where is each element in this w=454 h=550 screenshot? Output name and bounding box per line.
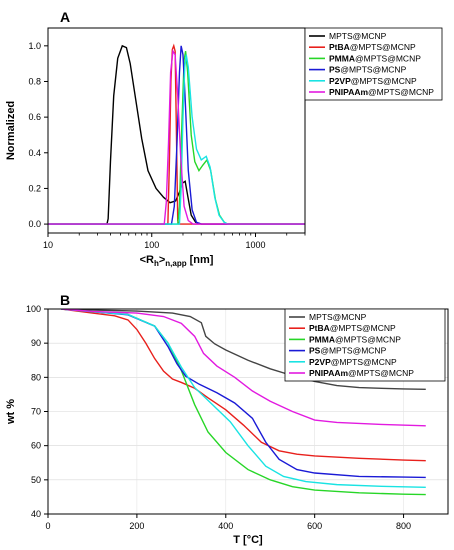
y-tick-label: 0.0 <box>28 219 41 229</box>
x-tick-label: 600 <box>307 521 322 531</box>
legend-label-1: PtBA@MPTS@MCNP <box>329 42 416 52</box>
y-tick-label: 0.2 <box>28 183 41 193</box>
y-tick-label: 1.0 <box>28 41 41 51</box>
legend-label-rest: @MPTS@MCNP <box>335 334 401 344</box>
legend-label-rest: @MPTS@MCNP <box>331 357 397 367</box>
y-tick-label: 50 <box>31 475 41 485</box>
y-axis-title: Normalized <box>5 101 17 160</box>
legend-label-rest: @MPTS@MCNP <box>351 76 417 86</box>
x-tick-label: 200 <box>129 521 144 531</box>
y-tick-label: 0.6 <box>28 112 41 122</box>
x-axis-title-sup: n,app <box>165 259 186 268</box>
x-axis-title-unit: [nm] <box>190 254 214 266</box>
legend-label-4: P2VP@MPTS@MCNP <box>329 76 417 86</box>
panel-letter: A <box>60 9 70 25</box>
legend-label-bold: PNIPAAm <box>309 368 348 378</box>
legend-label-2: PMMA@MPTS@MCNP <box>329 53 421 63</box>
legend-label-bold: PNIPAAm <box>329 87 368 97</box>
legend-label-5: PNIPAAm@MPTS@MCNP <box>329 87 434 97</box>
legend-box <box>304 27 443 101</box>
legend-label-bold: PMMA <box>309 334 335 344</box>
y-tick-label: 40 <box>31 509 41 519</box>
legend-label-rest: @MPTS@MCNP <box>348 368 414 378</box>
legend-label-rest: @MPTS@MCNP <box>330 323 396 333</box>
y-tick-label: 100 <box>26 304 41 314</box>
series-line-4 <box>48 54 305 225</box>
legend-label-bold: PMMA <box>329 53 355 63</box>
x-axis-title: <Rh>n,app [nm] <box>140 254 214 268</box>
legend-label-rest: @MPTS@MCNP <box>350 42 416 52</box>
x-tick-label: 0 <box>45 521 50 531</box>
x-axis-title-gt: > <box>159 254 165 266</box>
legend-label-bold: P2VP <box>329 76 351 86</box>
y-axis-title: wt % <box>5 399 17 425</box>
legend-label-4: P2VP@MPTS@MCNP <box>309 357 397 367</box>
legend-label-rest: @MPTS@MCNP <box>340 65 406 75</box>
legend-label-rest: @MPTS@MCNP <box>320 346 386 356</box>
legend-label-3: PS@MPTS@MCNP <box>329 65 407 75</box>
series-line-5 <box>61 309 426 427</box>
legend-box <box>284 308 446 382</box>
series-line-0 <box>61 309 426 390</box>
legend-label-bold: PtBA <box>329 42 350 52</box>
series-line-3 <box>48 45 305 225</box>
x-tick-label: 10 <box>43 240 53 250</box>
x-axis-title: T [°C] <box>233 534 263 546</box>
legend-label-rest: MPTS@MCNP <box>329 31 387 41</box>
legend-label-bold: PS <box>309 346 321 356</box>
panel-a-chart: A 0.0 0.2 0.4 0.6 0.8 1.0 10 100 1000 Normalized <R… <box>5 9 443 268</box>
y-tick-label: 70 <box>31 407 41 417</box>
legend-label-1: PtBA@MPTS@MCNP <box>309 323 396 333</box>
legend-label-0: MPTS@MCNP <box>329 31 387 41</box>
legend-label-bold: PS <box>329 65 341 75</box>
legend-label-3: PS@MPTS@MCNP <box>309 346 387 356</box>
series-line-5 <box>48 49 305 225</box>
plot-frame <box>47 27 306 234</box>
x-axis-title-sub: h <box>154 259 159 268</box>
y-tick-label: 0.4 <box>28 148 41 158</box>
legend-label-rest: @MPTS@MCNP <box>368 87 434 97</box>
legend-label-rest: @MPTS@MCNP <box>355 53 421 63</box>
panel-letter: B <box>60 292 70 308</box>
x-tick-label: 1000 <box>245 240 265 250</box>
legend-label-bold: PtBA <box>309 323 330 333</box>
legend-label-2: PMMA@MPTS@MCNP <box>309 334 401 344</box>
legend-label-5: PNIPAAm@MPTS@MCNP <box>309 368 414 378</box>
y-tick-label: 90 <box>31 338 41 348</box>
x-tick-label: 800 <box>396 521 411 531</box>
legend-label-0: MPTS@MCNP <box>309 312 367 322</box>
legend-label-bold: P2VP <box>309 357 331 367</box>
panel-b-chart: B 40 50 60 70 80 90 100 0 200 400 600 800 wt % T [°C] M… <box>5 292 449 546</box>
x-tick-label: 100 <box>144 240 159 250</box>
series-line-4 <box>61 309 426 489</box>
y-tick-label: 0.8 <box>28 76 41 86</box>
x-axis-title-main: <R <box>140 254 154 266</box>
y-tick-label: 60 <box>31 441 41 451</box>
y-tick-label: 80 <box>31 372 41 382</box>
series-line-0 <box>48 44 305 225</box>
x-tick-label: 400 <box>218 521 233 531</box>
legend-label-rest: MPTS@MCNP <box>309 312 367 322</box>
